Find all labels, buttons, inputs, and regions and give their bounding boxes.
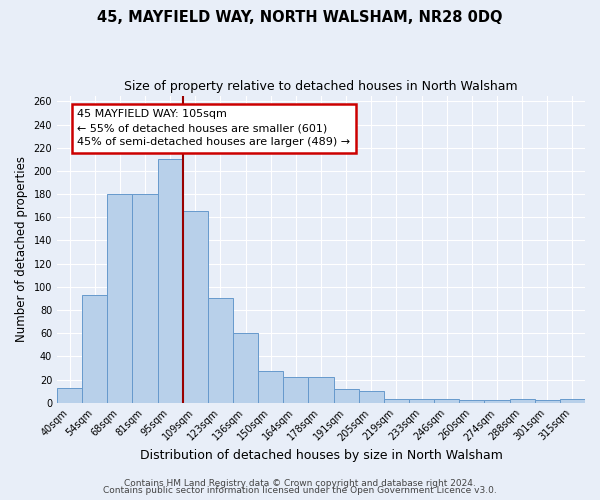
X-axis label: Distribution of detached houses by size in North Walsham: Distribution of detached houses by size … [140, 450, 502, 462]
Bar [484, 400, 509, 403]
Bar [535, 400, 560, 403]
Bar [133, 194, 158, 403]
Text: 45 MAYFIELD WAY: 105sqm
← 55% of detached houses are smaller (601)
45% of semi-d: 45 MAYFIELD WAY: 105sqm ← 55% of detache… [77, 110, 350, 148]
Bar [308, 378, 334, 403]
Bar [283, 378, 308, 403]
Bar [57, 388, 82, 403]
Bar [233, 333, 258, 403]
Text: Contains public sector information licensed under the Open Government Licence v3: Contains public sector information licen… [103, 486, 497, 495]
Bar [82, 295, 107, 403]
Text: Contains HM Land Registry data © Crown copyright and database right 2024.: Contains HM Land Registry data © Crown c… [124, 478, 476, 488]
Bar [359, 391, 384, 403]
Bar [107, 194, 133, 403]
Bar [384, 400, 409, 403]
Text: 45, MAYFIELD WAY, NORTH WALSHAM, NR28 0DQ: 45, MAYFIELD WAY, NORTH WALSHAM, NR28 0D… [97, 10, 503, 25]
Bar [409, 400, 434, 403]
Bar [183, 212, 208, 403]
Bar [509, 400, 535, 403]
Bar [434, 400, 459, 403]
Title: Size of property relative to detached houses in North Walsham: Size of property relative to detached ho… [124, 80, 518, 93]
Bar [334, 389, 359, 403]
Y-axis label: Number of detached properties: Number of detached properties [15, 156, 28, 342]
Bar [459, 400, 484, 403]
Bar [560, 400, 585, 403]
Bar [158, 160, 183, 403]
Bar [258, 372, 283, 403]
Bar [208, 298, 233, 403]
